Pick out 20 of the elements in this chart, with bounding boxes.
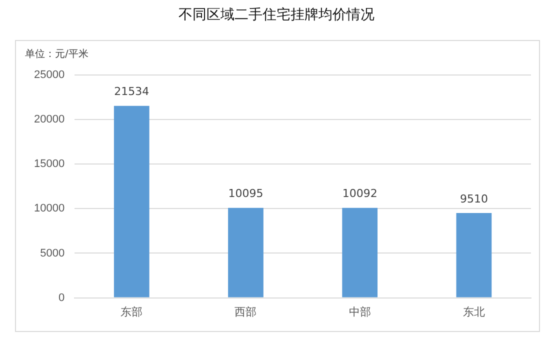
x-tick-label: 中部 — [348, 305, 371, 318]
data-label: 10092 — [342, 187, 378, 200]
y-tick-label: 10000 — [34, 202, 65, 215]
y-tick-label: 0 — [58, 292, 65, 304]
y-tick-label: 20000 — [34, 114, 65, 126]
bar — [114, 106, 150, 298]
x-tick-label: 东部 — [120, 305, 143, 318]
bar — [342, 208, 378, 298]
data-label: 10095 — [228, 187, 264, 200]
x-tick-label: 西部 — [234, 305, 257, 318]
chart-title: 不同区域二手住宅挂牌均价情况 — [178, 6, 376, 24]
bar — [228, 208, 264, 298]
y-tick-label: 5000 — [40, 247, 65, 260]
x-tick-label: 东北 — [462, 305, 485, 318]
bar — [456, 213, 492, 298]
text: 单位：元/平米 — [25, 48, 88, 61]
y-tick-label: 15000 — [34, 158, 65, 170]
data-label: 21534 — [114, 85, 150, 98]
data-label: 9510 — [460, 192, 488, 206]
y-tick-label: 25000 — [34, 69, 65, 82]
